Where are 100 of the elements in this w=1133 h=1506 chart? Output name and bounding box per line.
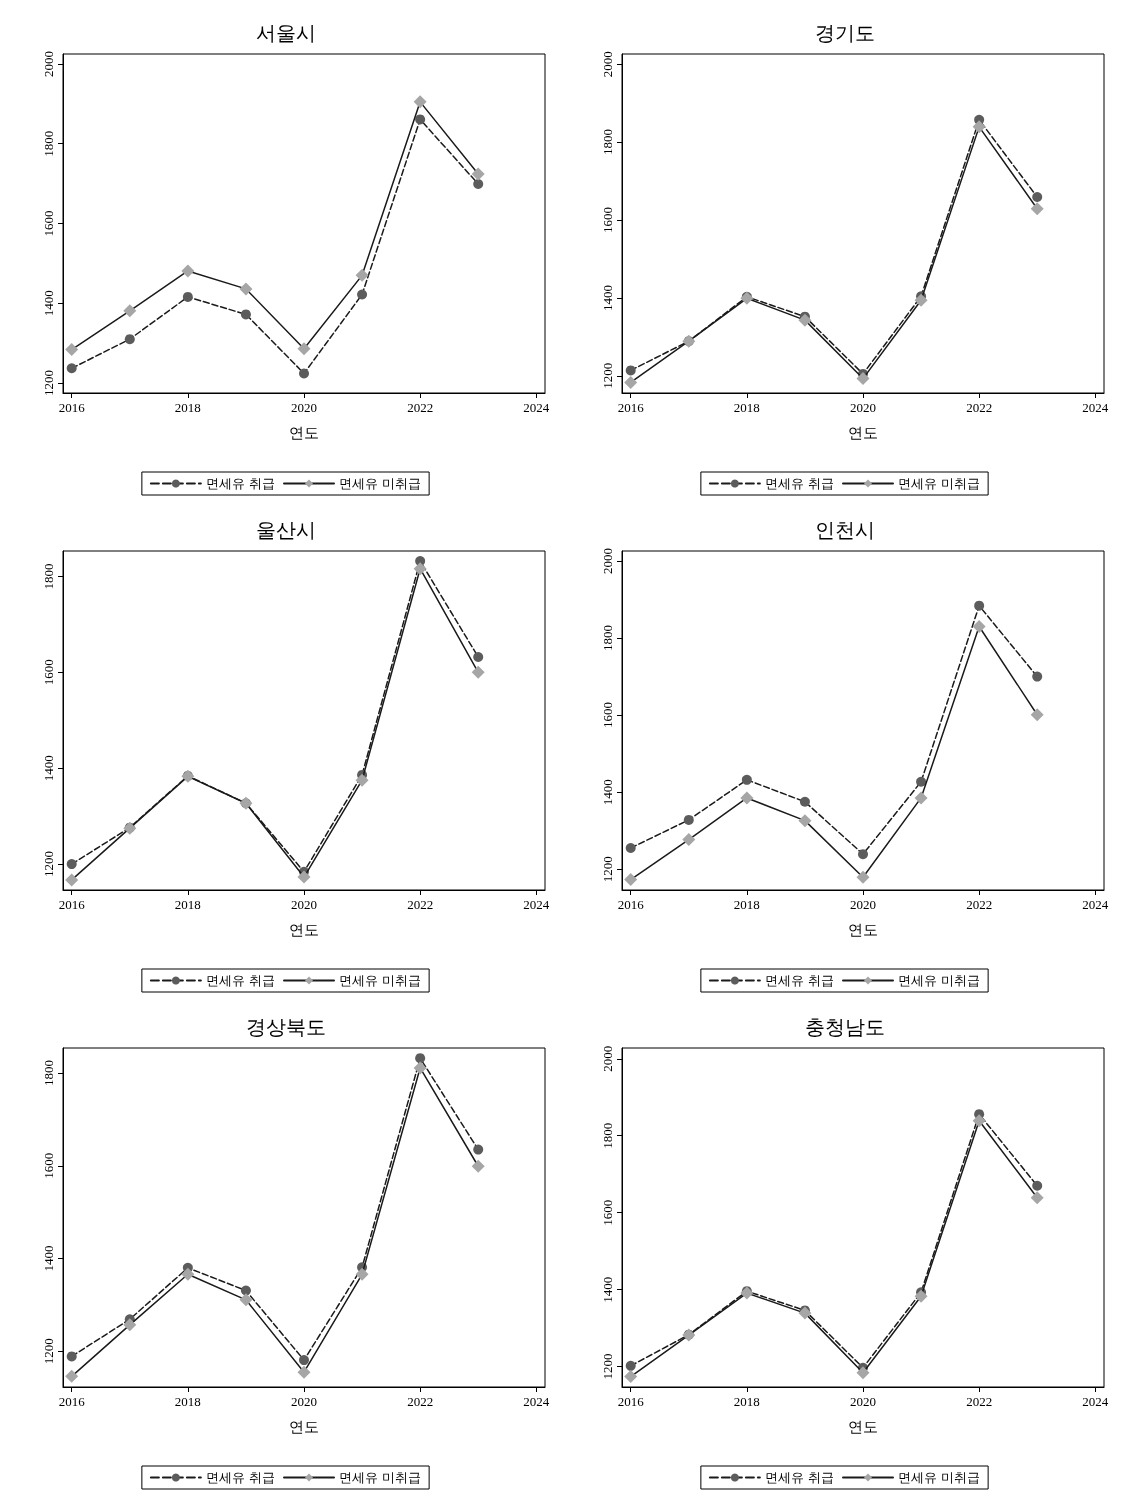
legend-label: 면세유 취급 — [205, 476, 276, 491]
y-tick-label: 1400 — [600, 779, 615, 806]
point — [856, 372, 870, 386]
point — [66, 859, 77, 870]
point — [914, 1289, 928, 1303]
x-tick-label: 2022 — [966, 400, 993, 415]
y-tick-label: 1200 — [600, 362, 615, 389]
point — [1032, 1180, 1043, 1191]
point — [182, 291, 193, 302]
point — [1030, 202, 1044, 216]
point — [625, 843, 636, 854]
point — [1030, 1191, 1044, 1205]
point — [473, 179, 484, 190]
point — [355, 1267, 369, 1281]
chart-title: 인천시 — [814, 518, 875, 542]
point — [624, 375, 638, 389]
legend-label: 면세유 미취급 — [339, 476, 422, 491]
point — [123, 304, 137, 318]
legend-label: 면세유 미취급 — [339, 973, 422, 988]
point — [740, 791, 754, 805]
x-tick-label: 2022 — [407, 400, 434, 415]
point — [299, 1355, 309, 1366]
point — [972, 620, 986, 633]
point — [1032, 671, 1043, 682]
point — [239, 1293, 253, 1307]
x-tick-label: 2020 — [850, 1394, 876, 1409]
point — [1030, 708, 1044, 722]
point — [683, 814, 694, 825]
point — [682, 833, 696, 847]
point — [1032, 192, 1043, 202]
point — [65, 343, 79, 357]
y-tick-label: 1600 — [41, 210, 56, 237]
point — [240, 1285, 251, 1296]
x-axis-title: 연도 — [289, 1417, 319, 1436]
point — [297, 1365, 311, 1379]
x-tick-label: 2018 — [174, 400, 201, 415]
y-tick-label: 1600 — [41, 659, 56, 686]
y-tick-label: 1200 — [41, 851, 56, 878]
point — [974, 600, 985, 611]
x-tick-label: 2024 — [1082, 897, 1109, 912]
point — [66, 1351, 77, 1362]
x-tick-label: 2016 — [58, 400, 86, 415]
point — [799, 796, 810, 807]
y-tick-label: 1800 — [41, 563, 56, 590]
legend-label: 면세유 미취급 — [898, 476, 981, 491]
chart-title: 경상북도 — [245, 1015, 326, 1039]
y-tick-label: 1600 — [600, 702, 615, 729]
point — [798, 814, 812, 828]
x-tick-label: 2020 — [850, 897, 876, 912]
legend-label: 면세유 취급 — [205, 973, 276, 988]
point — [798, 1306, 812, 1320]
point — [299, 368, 309, 379]
point — [856, 870, 870, 884]
point — [181, 264, 195, 278]
x-tick-label: 2020 — [291, 897, 317, 912]
point — [123, 1318, 137, 1332]
y-tick-label: 1800 — [41, 1060, 56, 1087]
y-tick-label: 1800 — [600, 625, 615, 652]
point — [856, 1366, 870, 1380]
point — [473, 651, 484, 662]
y-tick-label: 1200 — [41, 370, 56, 397]
point — [355, 268, 369, 282]
x-tick-label: 2020 — [850, 400, 876, 415]
x-axis-title: 연도 — [848, 423, 878, 442]
x-tick-label: 2016 — [58, 897, 86, 912]
x-tick-label: 2020 — [291, 1394, 317, 1409]
legend-label: 면세유 미취급 — [898, 1470, 981, 1485]
point — [413, 1061, 427, 1075]
point — [914, 293, 928, 307]
point — [297, 870, 311, 884]
point — [239, 282, 253, 296]
x-tick-label: 2016 — [617, 1394, 645, 1409]
y-tick-label: 2000 — [41, 50, 56, 77]
point — [972, 1114, 986, 1128]
y-tick-label: 1600 — [600, 206, 615, 233]
x-tick-label: 2024 — [1082, 400, 1109, 415]
point — [124, 334, 135, 345]
point — [297, 342, 311, 356]
point — [240, 309, 251, 320]
y-tick-label: 1400 — [41, 755, 56, 782]
x-tick-label: 2024 — [523, 400, 550, 415]
x-tick-label: 2022 — [966, 897, 993, 912]
x-tick-label: 2024 — [523, 1394, 550, 1409]
legend-label: 면세유 취급 — [764, 476, 835, 491]
x-tick-label: 2018 — [174, 1394, 201, 1409]
point — [624, 1370, 638, 1384]
legend-label: 면세유 미취급 — [898, 973, 981, 988]
point — [473, 1144, 484, 1155]
x-tick-label: 2016 — [58, 1394, 86, 1409]
point — [413, 95, 427, 109]
x-tick-label: 2020 — [291, 400, 317, 415]
y-tick-label: 1400 — [600, 1276, 615, 1303]
legend-label: 면세유 취급 — [205, 1470, 276, 1485]
point — [798, 313, 812, 327]
y-tick-label: 1600 — [600, 1199, 615, 1226]
y-tick-label: 1400 — [41, 290, 56, 317]
legend-label: 면세유 미취급 — [339, 1470, 422, 1485]
chart-title: 울산시 — [255, 518, 316, 542]
y-tick-label: 2000 — [600, 548, 615, 575]
point — [914, 791, 928, 805]
